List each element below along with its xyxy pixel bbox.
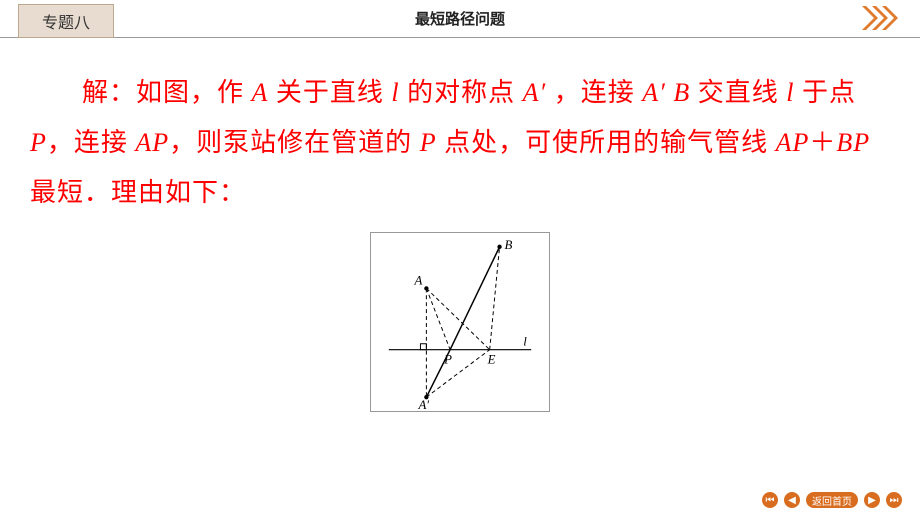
nav-prev-button[interactable]: ◀ bbox=[784, 492, 800, 508]
var-P2: P bbox=[420, 128, 437, 157]
text: 的对称点 bbox=[400, 78, 523, 107]
var-AP: AP bbox=[135, 128, 169, 157]
footer-nav: ⏮ ◀ 返回首页 ▶ ⏭ bbox=[762, 492, 902, 508]
label-B: B bbox=[505, 238, 513, 252]
var-Aprime: A′ bbox=[523, 78, 547, 107]
text: 最短．理由如下： bbox=[30, 178, 246, 207]
page-title: 最短路径问题 bbox=[0, 8, 920, 29]
text: 解：如图，作 bbox=[82, 78, 252, 107]
content-area: 解：如图，作 A 关于直线 l 的对称点 A′ ，连接 A′ B 交直线 l 于… bbox=[0, 38, 920, 412]
var-A: A bbox=[252, 78, 269, 107]
label-Aprime: A′ bbox=[417, 398, 429, 412]
var-P: P bbox=[30, 128, 47, 157]
var-AP2: AP bbox=[776, 128, 810, 157]
text: 关于直线 bbox=[268, 78, 391, 107]
nav-next-button[interactable]: ▶ bbox=[864, 492, 880, 508]
text: ，连接 bbox=[546, 78, 642, 107]
geometry-diagram: A B P E l A′ bbox=[370, 232, 550, 412]
nav-first-button[interactable]: ⏮ bbox=[762, 492, 778, 508]
text: ，连接 bbox=[47, 128, 136, 157]
text: 交直线 bbox=[690, 78, 786, 107]
var-l: l bbox=[391, 78, 399, 107]
label-E: E bbox=[487, 353, 496, 367]
label-A: A bbox=[414, 273, 423, 287]
header-bar: 专题八 最短路径问题 bbox=[0, 0, 920, 38]
text: ，则泵站修在管道的 bbox=[169, 128, 420, 157]
label-P: P bbox=[443, 353, 452, 367]
var-Aprime2: A′ bbox=[642, 78, 666, 107]
chevrons-icon bbox=[860, 4, 900, 37]
text: 于点 bbox=[794, 78, 856, 107]
var-BP: BP bbox=[836, 128, 870, 157]
text: 点处，可使所用的输气管线 bbox=[437, 128, 776, 157]
return-home-button[interactable]: 返回首页 bbox=[806, 492, 858, 508]
var-B: B bbox=[673, 78, 690, 107]
text: ＋ bbox=[809, 128, 836, 157]
solution-paragraph: 解：如图，作 A 关于直线 l 的对称点 A′ ，连接 A′ B 交直线 l 于… bbox=[30, 68, 890, 218]
nav-last-button[interactable]: ⏭ bbox=[886, 492, 902, 508]
label-l: l bbox=[523, 335, 527, 349]
